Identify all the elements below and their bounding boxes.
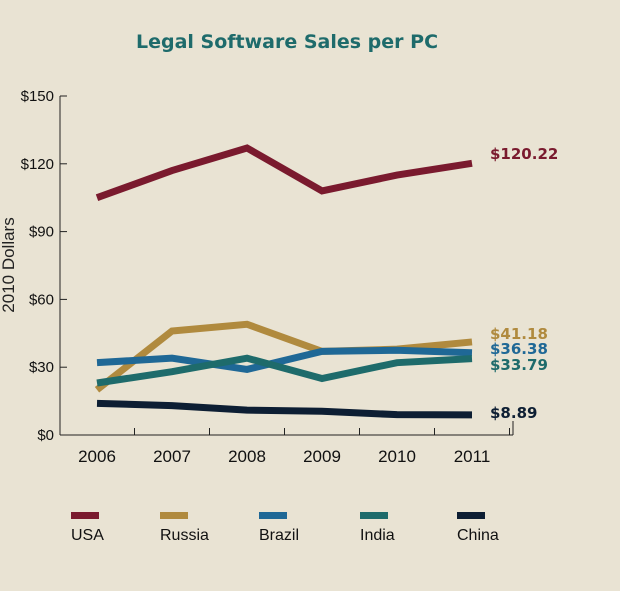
x-tick-label: 2006 <box>78 447 116 466</box>
end-label-india: $33.79 <box>490 356 548 374</box>
legend-swatch-brazil <box>259 512 287 519</box>
end-label-usa: $120.22 <box>490 145 558 163</box>
legend-label-russia: Russia <box>160 527 209 544</box>
axes: $0 $30 $60 $90 $120 $150 2006 2007 2008 2009 2010 2… <box>21 88 514 466</box>
end-label-russia: $41.18 <box>490 325 548 343</box>
series-lines <box>94 144 473 419</box>
end-labels: $120.22 $41.18$36.38$33.79 $8.89 <box>490 145 558 422</box>
y-tick-label: $120 <box>21 156 54 173</box>
series-line-usa <box>95 144 473 201</box>
legend-swatch-china <box>457 512 485 519</box>
legend-label-brazil: Brazil <box>259 527 299 544</box>
series-line-india <box>96 354 473 387</box>
series-line-brazil <box>96 346 473 374</box>
legend-swatch-usa <box>71 512 99 519</box>
y-tick-label: $30 <box>29 359 54 376</box>
y-axis-label: 2010 Dollars <box>0 217 18 312</box>
x-tick-label: 2009 <box>303 447 341 466</box>
x-tick-label: 2010 <box>378 447 416 466</box>
x-tick-label: 2008 <box>228 447 266 466</box>
y-tick-label: $60 <box>29 291 54 308</box>
legend-label-usa: USA <box>71 527 104 544</box>
end-label-brazil: $36.38 <box>490 340 548 358</box>
legend: USA Russia Brazil India China <box>71 512 499 544</box>
legend-label-china: China <box>457 527 499 544</box>
legend-swatch-russia <box>160 512 188 519</box>
y-tick-label: $150 <box>21 88 54 105</box>
chart-title: Legal Software Sales per PC <box>136 31 438 53</box>
end-label-china: $8.89 <box>490 404 537 422</box>
x-tick-label: 2007 <box>153 447 191 466</box>
y-tick-label: $90 <box>29 224 54 241</box>
y-tick-label: $0 <box>37 427 54 444</box>
legend-swatch-india <box>360 512 388 519</box>
legend-label-india: India <box>360 527 395 544</box>
series-line-china <box>96 399 473 419</box>
x-tick-label: 2011 <box>454 447 491 466</box>
